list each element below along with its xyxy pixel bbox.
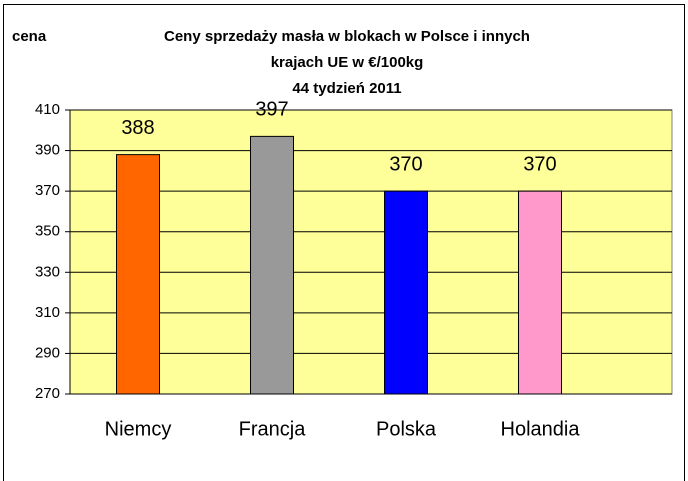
y-tick-label: 310 — [35, 304, 60, 321]
x-tick-label: Holandia — [501, 418, 581, 440]
chart-title: 44 tydzień 2011 — [292, 80, 401, 97]
chart-title: Ceny sprzedaży masła w blokach w Polsce … — [164, 28, 530, 45]
x-tick-label: Francja — [239, 418, 307, 440]
y-tick-label: 390 — [35, 142, 60, 159]
y-tick-label: 350 — [35, 223, 60, 240]
y-axis-label: cena — [12, 28, 47, 45]
x-tick-label: Polska — [376, 418, 437, 440]
bar — [116, 154, 160, 395]
y-tick-label: 330 — [35, 263, 60, 280]
x-tick-label: Niemcy — [105, 418, 172, 440]
plot-area — [69, 109, 673, 395]
data-label: 397 — [255, 99, 288, 121]
bar — [518, 190, 562, 395]
bar — [384, 190, 428, 395]
y-tick-label: 270 — [35, 385, 60, 402]
bar — [250, 135, 294, 395]
chart-title: krajach UE w €/100kg — [271, 54, 424, 71]
y-tick-label: 410 — [35, 101, 60, 118]
data-label: 370 — [523, 153, 556, 175]
data-label: 370 — [389, 153, 422, 175]
y-tick-label: 370 — [35, 182, 60, 199]
y-tick-label: 290 — [35, 344, 60, 361]
data-label: 388 — [121, 117, 154, 139]
